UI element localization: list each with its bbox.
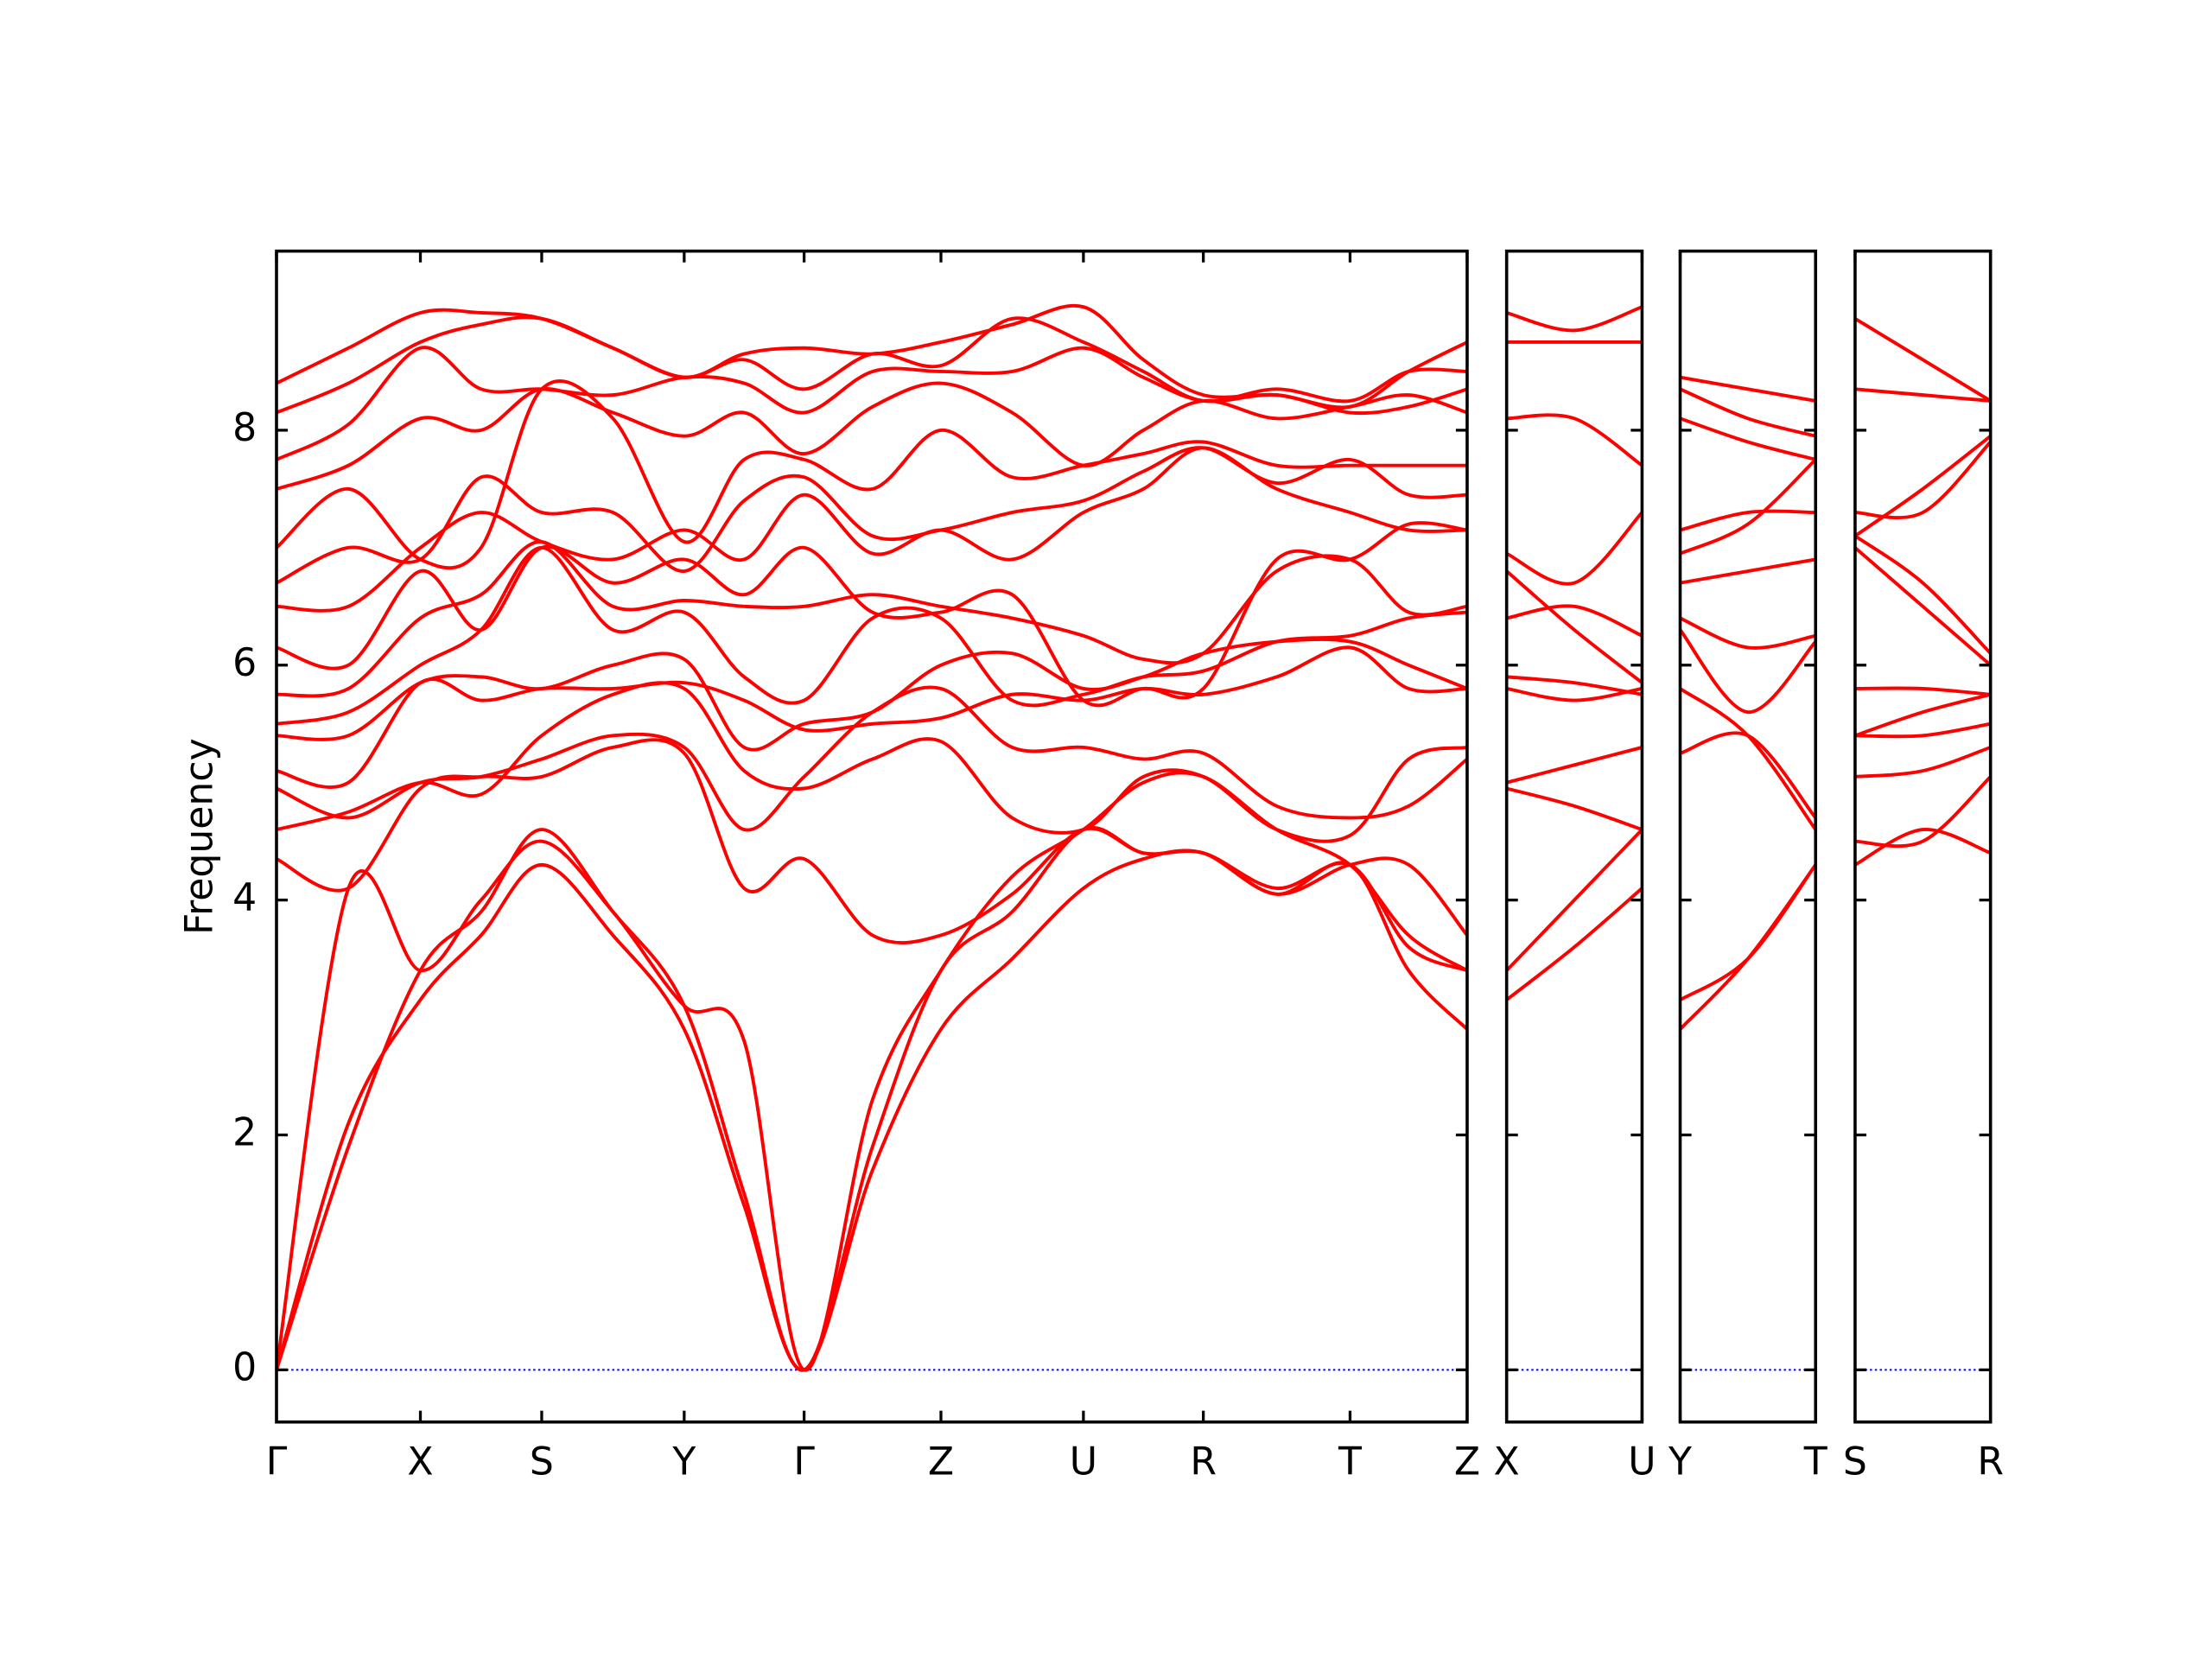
y-tick-label: 0 xyxy=(232,1345,257,1389)
band-line xyxy=(1854,775,1993,849)
band-line xyxy=(1853,317,1992,403)
band-line xyxy=(276,446,1467,613)
plot-frame xyxy=(1504,249,1644,1424)
band-line xyxy=(1853,435,1992,537)
band-line xyxy=(1854,721,1992,739)
band-line xyxy=(1854,686,1991,696)
band-line xyxy=(275,379,1467,570)
x-tick-label: Γ xyxy=(793,1440,815,1484)
band-line xyxy=(1680,375,1816,403)
band-line xyxy=(1506,746,1643,785)
x-tick-label: Z xyxy=(928,1440,954,1484)
band-line xyxy=(1506,604,1643,638)
band-line xyxy=(1853,828,1992,867)
x-tick-label: S xyxy=(530,1440,554,1484)
band-line xyxy=(1505,569,1643,684)
band-line xyxy=(1506,675,1643,696)
band-line xyxy=(1679,416,1816,461)
x-tick-label: U xyxy=(1070,1440,1097,1484)
plot-frame xyxy=(275,249,1469,1424)
band-line xyxy=(1506,786,1643,831)
x-tick-label: U xyxy=(1628,1440,1656,1484)
band-line xyxy=(1506,413,1643,467)
band-line xyxy=(276,303,1468,410)
band-line xyxy=(1679,616,1816,650)
band-line xyxy=(1505,511,1643,586)
x-tick-label: T xyxy=(1803,1440,1828,1484)
band-line xyxy=(276,540,1468,698)
band-line xyxy=(1679,687,1817,831)
band-line xyxy=(1853,534,1993,655)
band-line xyxy=(276,446,1468,585)
band-line xyxy=(276,521,1468,708)
band-line xyxy=(1679,863,1817,1001)
band-line xyxy=(1680,557,1816,585)
x-tick-label: S xyxy=(1843,1440,1867,1484)
x-tick-label: X xyxy=(1494,1440,1520,1484)
x-tick-label: X xyxy=(407,1440,433,1484)
x-tick-label: Y xyxy=(671,1440,696,1484)
y-axis-label: Frequency xyxy=(177,738,221,935)
y-tick-label: 4 xyxy=(232,876,257,920)
band-line xyxy=(276,381,1468,491)
band-line xyxy=(1854,441,1993,520)
band-line xyxy=(1854,746,1992,779)
band-line xyxy=(1679,509,1816,532)
band-line xyxy=(1679,458,1817,556)
band-line xyxy=(1506,305,1643,333)
band-line xyxy=(1854,692,1992,738)
band-line xyxy=(276,681,1468,843)
x-tick-label: T xyxy=(1338,1440,1363,1484)
y-tick-label: 8 xyxy=(232,406,257,450)
band-line xyxy=(1679,387,1816,438)
band-line xyxy=(1505,828,1643,972)
x-tick-label: R xyxy=(1977,1440,2004,1484)
band-line xyxy=(1505,887,1643,1001)
plot-frame xyxy=(1853,249,1993,1424)
plot-frame xyxy=(1678,249,1818,1424)
x-tick-label: R xyxy=(1190,1440,1217,1484)
x-tick-label: Y xyxy=(1668,1440,1693,1484)
x-tick-label: Γ xyxy=(266,1440,288,1484)
y-tick-label: 2 xyxy=(232,1110,257,1154)
band-line xyxy=(1678,628,1817,715)
band-line xyxy=(1853,546,1992,667)
x-tick-label: Z xyxy=(1454,1440,1480,1484)
band-line xyxy=(276,645,1468,789)
y-tick-label: 6 xyxy=(232,641,257,685)
band-line xyxy=(1854,387,1991,403)
